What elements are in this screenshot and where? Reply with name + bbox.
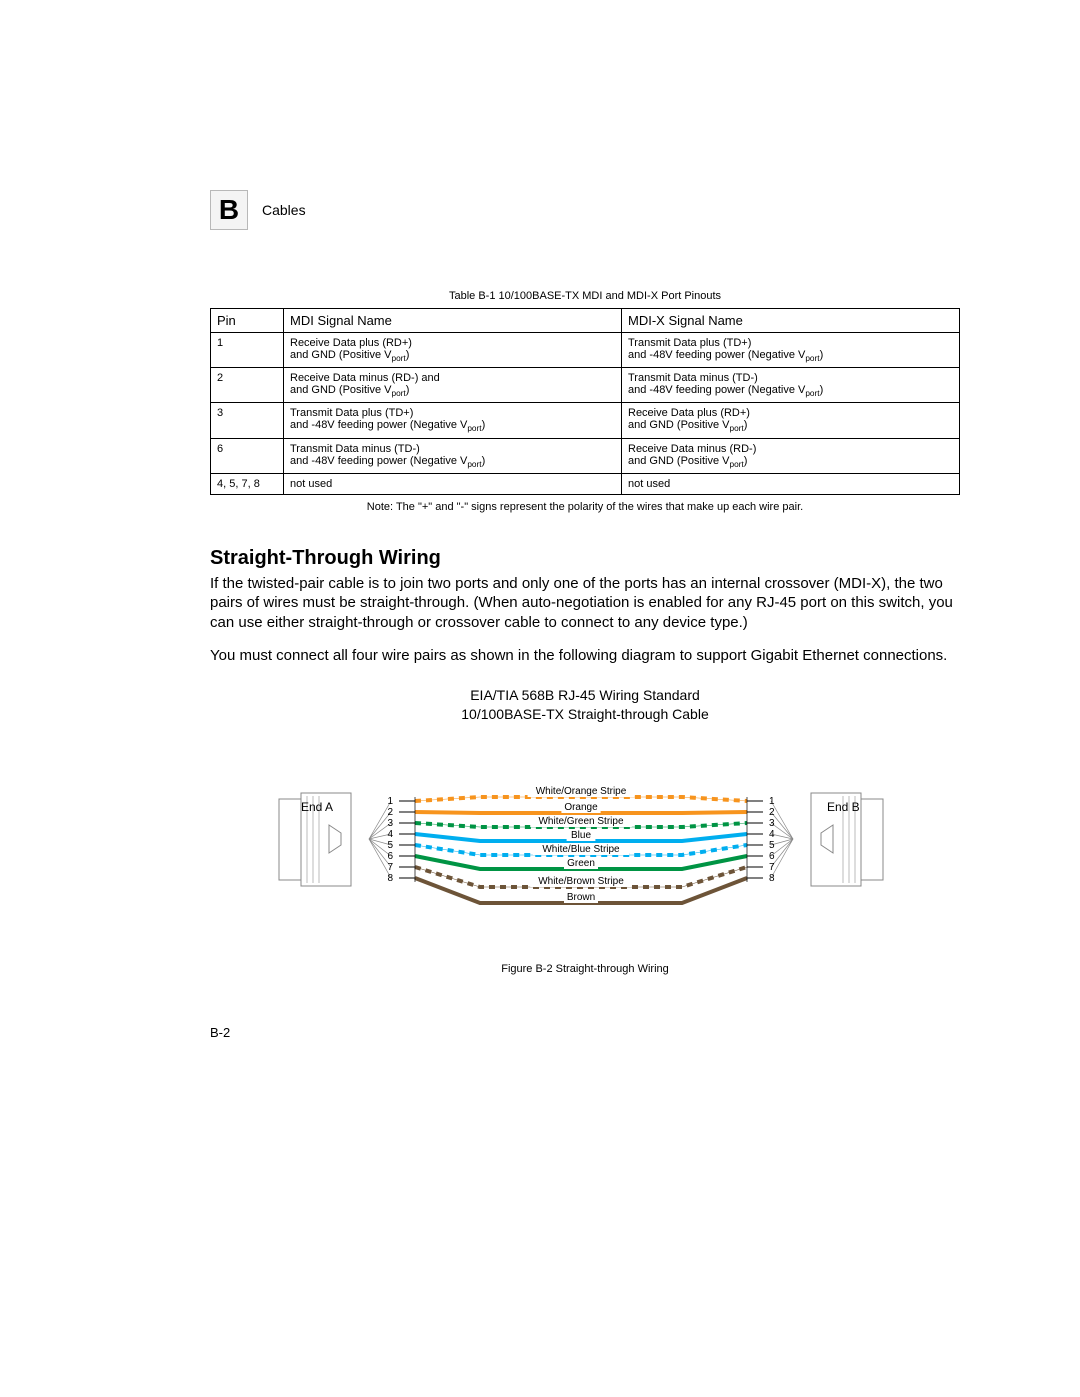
pinout-table: Pin MDI Signal Name MDI-X Signal Name 1R… xyxy=(210,308,960,495)
wire-label: White/Brown Stripe xyxy=(538,876,624,887)
wire-label: White/Green Stripe xyxy=(538,816,623,827)
cell-mdi: Transmit Data minus (TD-)and -48V feedin… xyxy=(284,438,622,473)
diagram-title-line2: 10/100BASE-TX Straight-through Cable xyxy=(461,706,708,722)
page-number: B-2 xyxy=(210,1025,960,1040)
cell-mdix: not used xyxy=(622,473,960,494)
end-b-label: End B xyxy=(827,800,860,814)
pin-number-right: 5 xyxy=(769,840,775,851)
pin-number-left: 6 xyxy=(387,851,393,862)
cell-mdix: Transmit Data minus (TD-)and -48V feedin… xyxy=(622,368,960,403)
wire-label: Orange xyxy=(564,802,598,813)
wiring-diagram: EIA/TIA 568B RJ-45 Wiring Standard 10/10… xyxy=(210,686,960,975)
appendix-letter-box: B xyxy=(210,190,248,230)
pin-number-left: 3 xyxy=(387,818,393,829)
wire-label: Green xyxy=(567,858,595,869)
section-heading: Straight-Through Wiring xyxy=(210,547,960,570)
pin-number-right: 7 xyxy=(769,862,775,873)
pin-number-right: 6 xyxy=(769,851,775,862)
wire-label: Blue xyxy=(571,830,591,841)
cell-pin: 1 xyxy=(211,333,284,368)
table-row: 2Receive Data minus (RD-) andand GND (Po… xyxy=(211,368,960,403)
cell-mdix: Receive Data plus (RD+)and GND (Positive… xyxy=(622,403,960,438)
pin-number-left: 2 xyxy=(387,807,393,818)
end-a-label: End A xyxy=(301,800,333,814)
pin-number-left: 8 xyxy=(387,873,393,884)
pin-number-right: 4 xyxy=(769,829,775,840)
table-row: 6Transmit Data minus (TD-)and -48V feedi… xyxy=(211,438,960,473)
pin-number-left: 7 xyxy=(387,862,393,873)
pin-number-right: 8 xyxy=(769,873,775,884)
header-title: Cables xyxy=(262,202,306,218)
diagram-title: EIA/TIA 568B RJ-45 Wiring Standard 10/10… xyxy=(210,686,960,725)
cell-mdi: Transmit Data plus (TD+)and -48V feeding… xyxy=(284,403,622,438)
col-mdi: MDI Signal Name xyxy=(284,309,622,333)
pin-number-right: 2 xyxy=(769,807,775,818)
cell-mdix: Receive Data minus (RD-)and GND (Positiv… xyxy=(622,438,960,473)
wire-label: Brown xyxy=(567,892,595,903)
cell-mdi: not used xyxy=(284,473,622,494)
table-row: 4, 5, 7, 8not usednot used xyxy=(211,473,960,494)
cell-pin: 4, 5, 7, 8 xyxy=(211,473,284,494)
cell-pin: 6 xyxy=(211,438,284,473)
cell-mdix: Transmit Data plus (TD+)and -48V feeding… xyxy=(622,333,960,368)
wiring-svg: 1122334455667788White/Orange StripeOrang… xyxy=(265,735,905,951)
diagram-title-line1: EIA/TIA 568B RJ-45 Wiring Standard xyxy=(470,687,700,703)
section-paragraph-2: You must connect all four wire pairs as … xyxy=(210,646,960,666)
figure-caption: Figure B-2 Straight-through Wiring xyxy=(210,963,960,975)
pin-number-left: 5 xyxy=(387,840,393,851)
cell-mdi: Receive Data minus (RD-) andand GND (Pos… xyxy=(284,368,622,403)
appendix-letter: B xyxy=(219,194,239,226)
pin-number-left: 4 xyxy=(387,829,393,840)
table-row: 3Transmit Data plus (TD+)and -48V feedin… xyxy=(211,403,960,438)
table-row: 1Receive Data plus (RD+)and GND (Positiv… xyxy=(211,333,960,368)
cell-pin: 3 xyxy=(211,403,284,438)
pin-number-right: 3 xyxy=(769,818,775,829)
pin-number-left: 1 xyxy=(387,796,393,807)
page-header: B Cables xyxy=(210,190,960,230)
pin-number-right: 1 xyxy=(769,796,775,807)
section-paragraph-1: If the twisted-pair cable is to join two… xyxy=(210,574,960,633)
table-caption: Table B-1 10/100BASE-TX MDI and MDI-X Po… xyxy=(210,290,960,302)
table-note: Note: The "+" and "-" signs represent th… xyxy=(210,501,960,513)
cell-mdi: Receive Data plus (RD+)and GND (Positive… xyxy=(284,333,622,368)
wire-label: White/Blue Stripe xyxy=(542,844,620,855)
col-pin: Pin xyxy=(211,309,284,333)
cell-pin: 2 xyxy=(211,368,284,403)
table-header-row: Pin MDI Signal Name MDI-X Signal Name xyxy=(211,309,960,333)
col-mdix: MDI-X Signal Name xyxy=(622,309,960,333)
wire-label: White/Orange Stripe xyxy=(536,786,627,797)
